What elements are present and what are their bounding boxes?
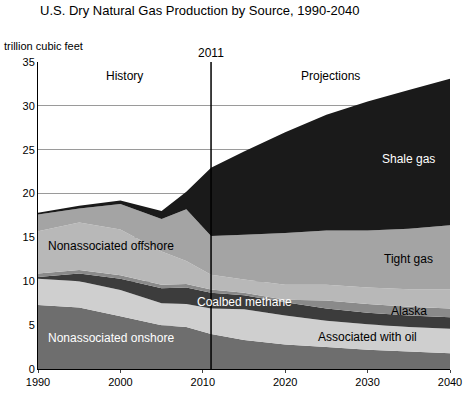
svg-text:30: 30 <box>23 100 35 112</box>
svg-text:2030: 2030 <box>355 376 379 388</box>
svg-text:2010: 2010 <box>191 376 215 388</box>
svg-text:Projections: Projections <box>301 69 360 83</box>
svg-text:Associated with oil: Associated with oil <box>318 330 417 344</box>
svg-text:Alaska: Alaska <box>391 304 427 318</box>
svg-text:2040: 2040 <box>438 376 462 388</box>
svg-text:Tight gas: Tight gas <box>384 252 433 266</box>
svg-text:Nonassociated offshore: Nonassociated offshore <box>48 239 174 253</box>
svg-text:History: History <box>106 69 143 83</box>
svg-text:10: 10 <box>23 275 35 287</box>
svg-text:15: 15 <box>23 231 35 243</box>
svg-text:trillion cubic feet: trillion cubic feet <box>4 40 83 52</box>
svg-text:35: 35 <box>23 56 35 68</box>
svg-text:5: 5 <box>29 319 35 331</box>
svg-text:1990: 1990 <box>26 376 50 388</box>
svg-text:2020: 2020 <box>273 376 297 388</box>
svg-text:0: 0 <box>29 363 35 375</box>
svg-text:20: 20 <box>23 187 35 199</box>
svg-text:Shale gas: Shale gas <box>382 152 435 166</box>
svg-text:U.S. Dry Natural Gas Productio: U.S. Dry Natural Gas Production by Sourc… <box>40 3 359 18</box>
svg-text:Nonassociated onshore: Nonassociated onshore <box>48 331 174 345</box>
svg-text:2000: 2000 <box>108 376 132 388</box>
svg-text:Coalbed methane: Coalbed methane <box>197 295 292 309</box>
svg-text:25: 25 <box>23 144 35 156</box>
svg-text:2011: 2011 <box>198 46 224 60</box>
